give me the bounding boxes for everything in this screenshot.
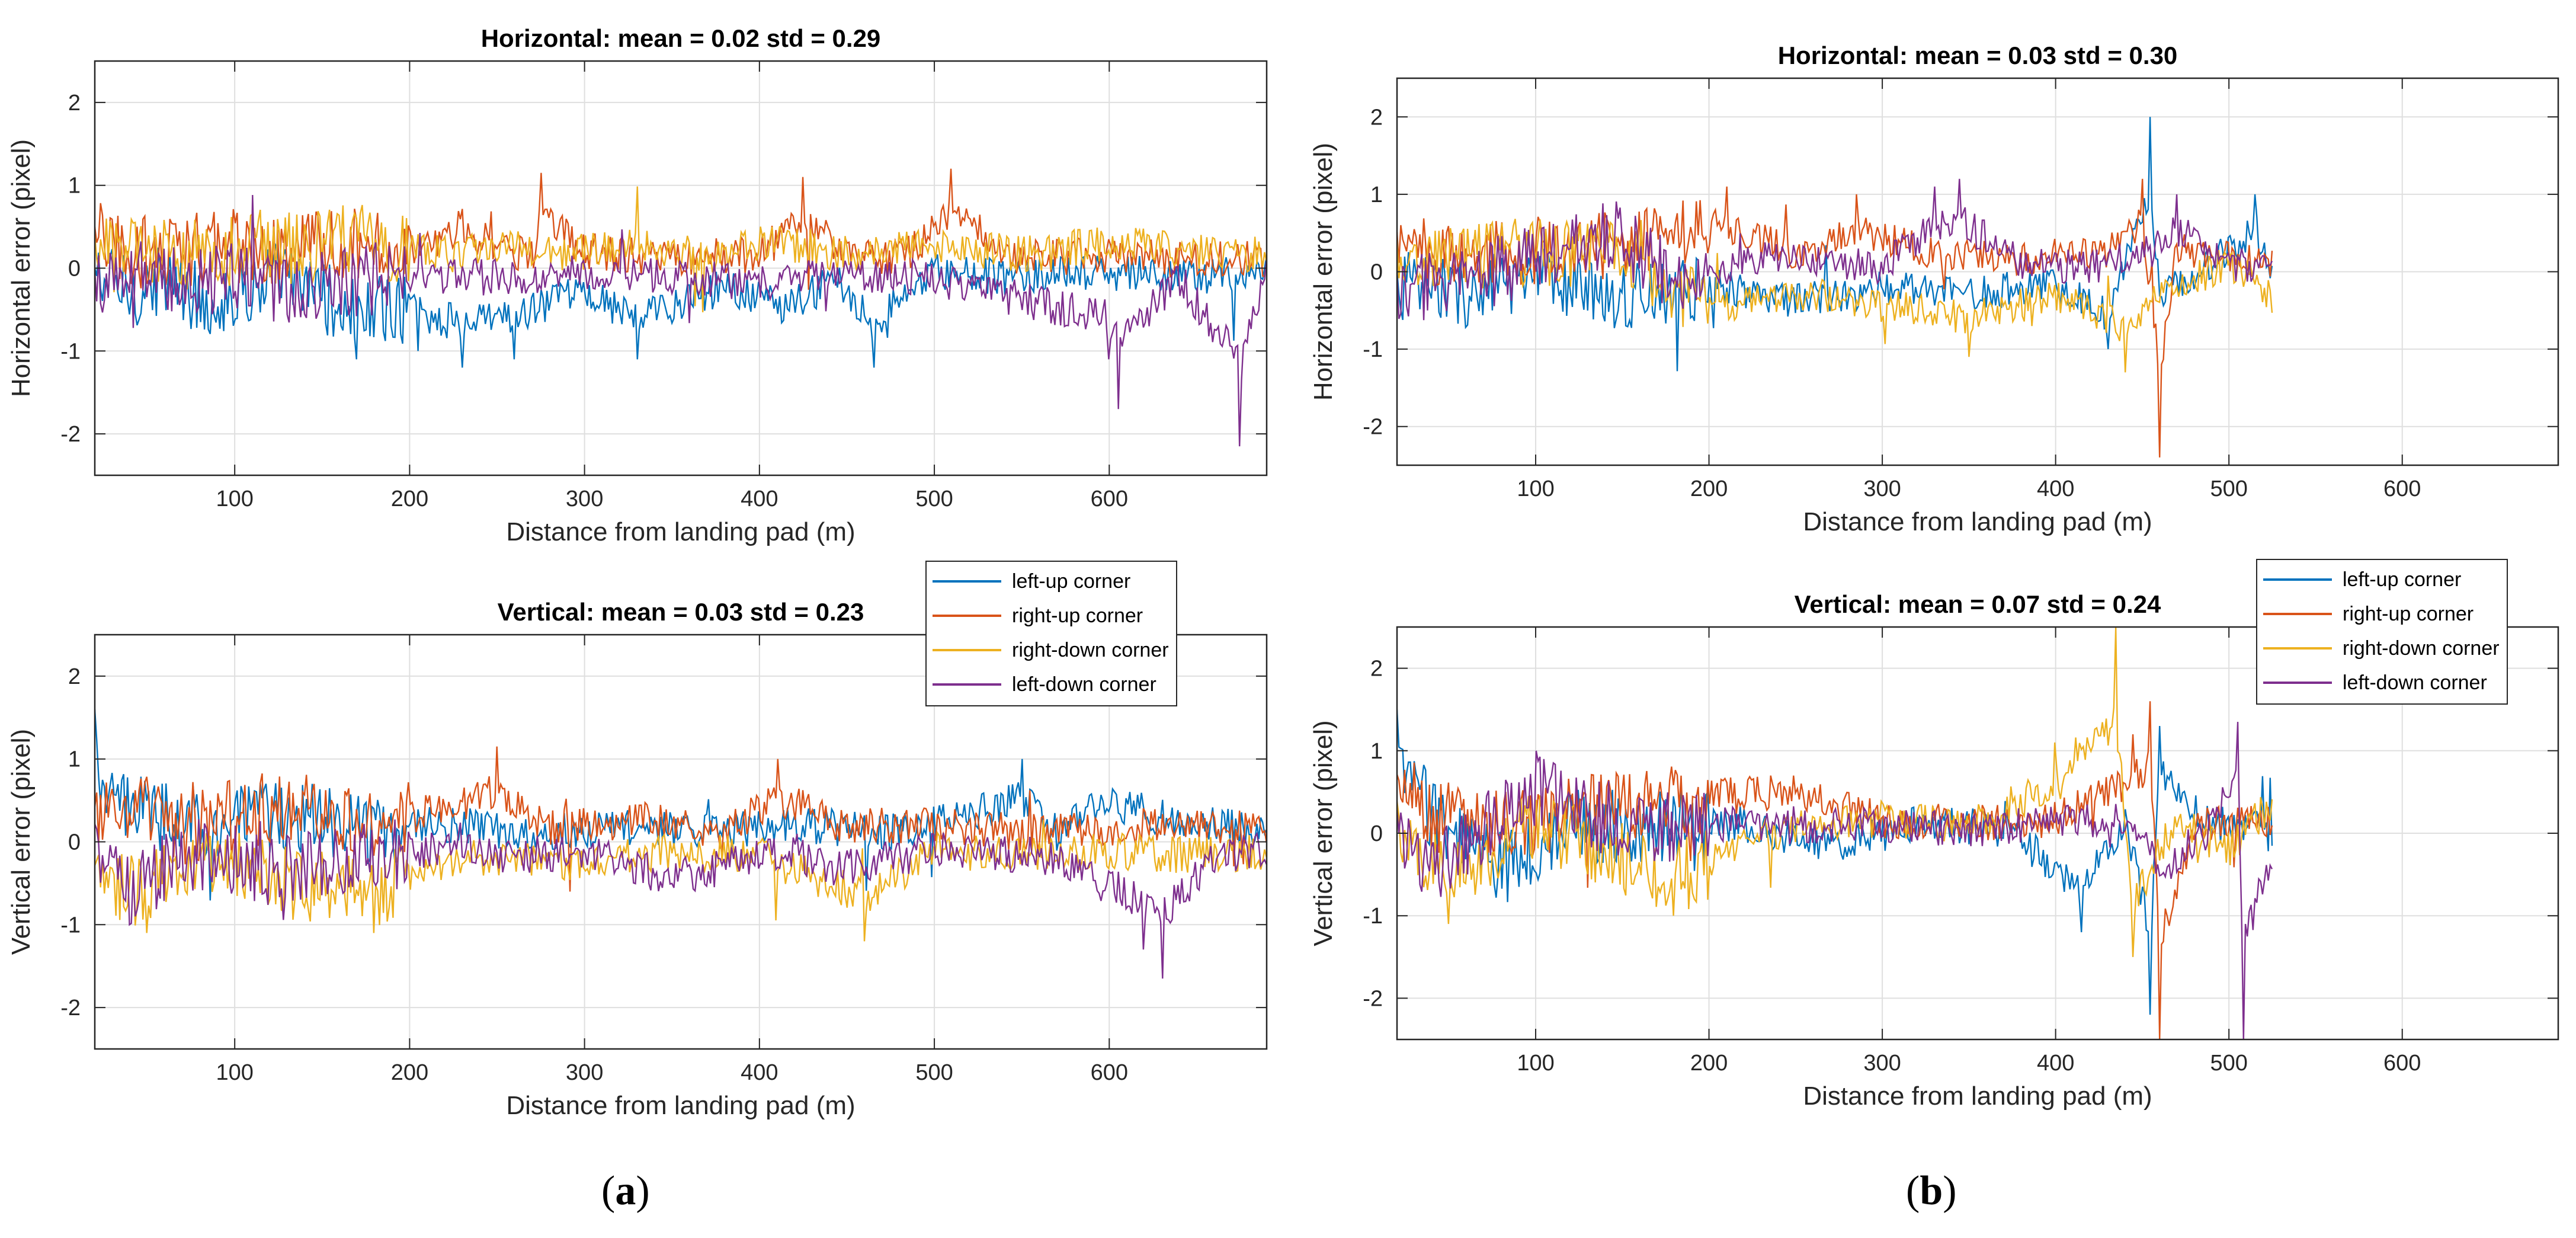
chart-b-bottom: 100 200 300 400 500 600 -2 -1 0 1 2 Vertical: mean … [1309,590,2559,1111]
legend-entry-right-up: right-up corner [933,599,1169,633]
x-tick-label: 500 [915,487,953,511]
series-left-down [1397,722,2273,1039]
y-tick-label: 1 [1370,739,1383,764]
chart-title: Horizontal: mean = 0.02 std = 0.29 [481,24,881,52]
x-axis-label: Distance from landing pad (m) [1803,507,2152,536]
series-left-down [95,819,1267,979]
x-tick-label: 100 [216,487,253,511]
legend-b: left-up corner right-up corner right-dow… [2256,559,2508,705]
legend-label-right-up: right-up corner [1012,604,1143,627]
x-axis-label: Distance from landing pad (m) [506,517,855,546]
y-tick-label: 0 [68,830,81,855]
x-tick-label: 200 [1690,1051,1728,1076]
x-tick-label: 300 [1863,476,1901,501]
x-tick-label: 200 [1690,476,1728,501]
legend-entry-right-down: right-down corner [933,633,1169,667]
x-axis-label: Distance from landing pad (m) [506,1091,855,1120]
y-axis-label: Vertical error (pixel) [1309,720,1338,946]
chart-title: Horizontal: mean = 0.03 std = 0.30 [1778,41,2178,69]
series-left-down [1397,178,2273,321]
series-right-down [95,820,1267,942]
x-tick-label: 300 [1863,1051,1901,1076]
x-tick-label: 500 [915,1060,953,1085]
legend-swatch-left-up [2263,578,2332,581]
legend-entry-right-up: right-up corner [2263,597,2500,631]
legend-label-right-up: right-up corner [2343,602,2474,625]
x-tick-label: 600 [1091,487,1128,511]
x-tick-label: 300 [566,1060,603,1085]
legend-swatch-right-down [2263,647,2332,650]
y-axis-label: Vertical error (pixel) [7,729,36,955]
y-tick-label: 2 [68,664,81,689]
x-tick-label: 500 [2210,476,2247,501]
legend-swatch-right-down [933,649,1001,651]
y-tick-label: 2 [68,91,81,116]
x-tick-label: 400 [741,487,778,511]
y-axis-label: Horizontal error (pixel) [1309,143,1338,401]
series-right-up [95,746,1267,892]
x-axis-label: Distance from landing pad (m) [1803,1082,2152,1111]
legend-entry-left-down: left-down corner [2263,666,2500,700]
legend-swatch-right-up [933,615,1001,617]
chart-title: Vertical: mean = 0.07 std = 0.24 [1795,590,2161,618]
x-tick-label: 100 [1517,476,1554,501]
x-tick-label: 400 [2037,476,2074,501]
legend-label-left-down: left-down corner [2343,671,2487,694]
series-right-down [1397,219,2273,373]
chart-b-top: 100 200 300 400 500 600 -2 -1 0 1 2 Horizontal: mea… [1309,41,2559,536]
y-tick-label: 1 [1370,183,1383,207]
y-tick-label: -2 [60,422,81,447]
legend-entry-left-up: left-up corner [933,564,1169,599]
series-left-up [1397,117,2273,372]
y-tick-label: -2 [1363,415,1383,440]
legend-swatch-left-down [933,683,1001,686]
legend-swatch-left-up [933,580,1001,583]
x-tick-label: 600 [2383,1051,2421,1076]
y-tick-label: -1 [1363,904,1383,929]
x-tick-label: 300 [566,487,603,511]
legend-label-right-down: right-down corner [2343,636,2500,660]
x-tick-label: 200 [391,487,428,511]
legend-label-left-up: left-up corner [2343,568,2462,591]
x-tick-label: 400 [2037,1051,2074,1076]
x-tick-label: 400 [741,1060,778,1085]
y-tick-label: 0 [1370,821,1383,846]
y-tick-label: 2 [1370,105,1383,130]
legend-swatch-right-up [2263,613,2332,615]
series-right-down [1397,627,2273,957]
y-tick-label: 0 [68,257,81,281]
y-tick-label: 2 [1370,657,1383,682]
x-tick-label: 500 [2210,1051,2247,1076]
x-tick-label: 100 [1517,1051,1554,1076]
y-tick-label: -1 [60,913,81,938]
x-tick-label: 200 [391,1060,428,1085]
series-left-up [1397,709,2273,1015]
x-tick-label: 600 [1091,1060,1128,1085]
legend-entry-left-up: left-up corner [2263,562,2500,597]
y-tick-label: -2 [1363,986,1383,1011]
legend-label-left-down: left-down corner [1012,673,1156,696]
chart-title: Vertical: mean = 0.03 std = 0.23 [498,598,864,626]
panel-label-b: (b) [1906,1168,1957,1214]
y-tick-label: -1 [60,339,81,364]
y-tick-label: -1 [1363,337,1383,362]
y-tick-label: 0 [1370,260,1383,285]
y-tick-label: 1 [68,174,81,199]
y-tick-label: -2 [60,996,81,1021]
y-tick-label: 1 [68,747,81,772]
legend-entry-left-down: left-down corner [933,667,1169,702]
legend-label-right-down: right-down corner [1012,638,1169,661]
legend-a: left-up corner right-up corner right-dow… [925,561,1177,706]
legend-swatch-left-down [2263,682,2332,684]
chart-a-top: 100 200 300 400 500 600 -2 -1 0 1 2 Horizontal: mea… [7,24,1268,546]
y-axis-label: Horizontal error (pixel) [7,139,36,397]
legend-label-left-up: left-up corner [1012,570,1131,593]
x-tick-label: 100 [216,1060,253,1085]
legend-entry-right-down: right-down corner [2263,631,2500,666]
x-tick-label: 600 [2383,476,2421,501]
series-left-down [95,194,1267,447]
panel-label-a: (a) [601,1168,650,1214]
